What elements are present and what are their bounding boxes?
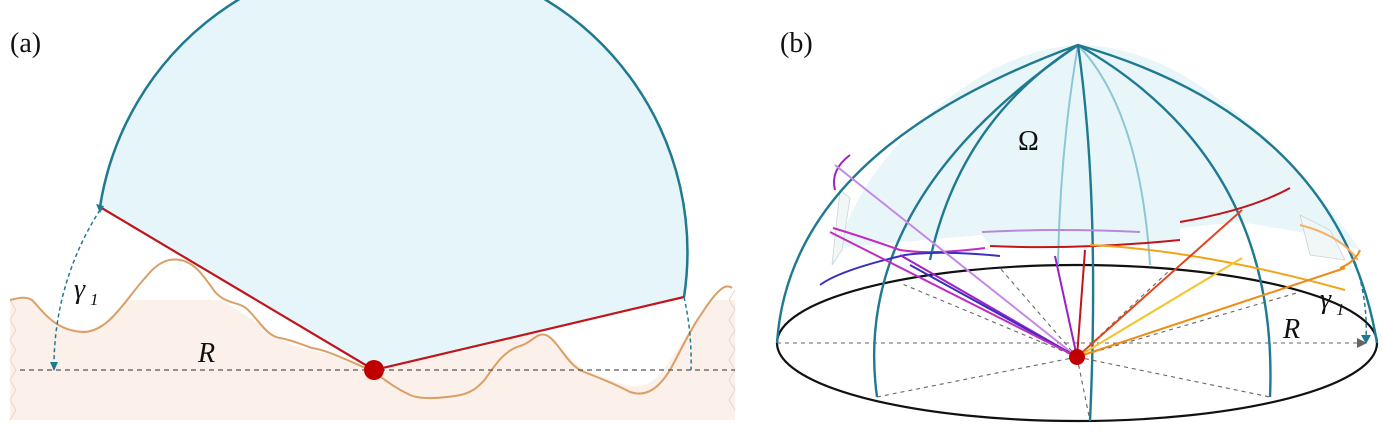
gamma-subscript-a: 1 xyxy=(90,290,99,309)
terrain-left-border xyxy=(9,299,17,421)
observer-point-b xyxy=(1069,349,1085,365)
omega-label: Ω xyxy=(1018,126,1039,157)
panel-a-label: (a) xyxy=(10,28,41,59)
gamma-arrowhead-b xyxy=(1361,335,1371,344)
radius-label-b: R xyxy=(1282,314,1300,345)
gamma-symbol-a: γ xyxy=(74,274,86,305)
gamma-arc-b xyxy=(1354,261,1368,341)
horizon-profile xyxy=(819,154,1361,291)
gamma-arc-left xyxy=(53,209,101,371)
gamma-symbol-b: γ xyxy=(1320,284,1332,315)
dome-meridians-back xyxy=(1057,44,1151,266)
horizon-rays xyxy=(829,164,1346,358)
sky-region xyxy=(100,0,688,370)
gamma-arrowhead-top xyxy=(96,204,104,213)
horizon-line-right xyxy=(373,295,685,372)
dome-sky-fill xyxy=(832,45,1360,265)
panel-b-label: (b) xyxy=(780,28,813,59)
dome-meridians-front xyxy=(775,43,1379,422)
gamma-arrowhead-bottom xyxy=(50,362,58,371)
dome-wall-left xyxy=(831,189,851,266)
terrain-profile xyxy=(9,258,733,400)
dome-wall-right xyxy=(1299,214,1346,261)
radius-label-a: R xyxy=(197,338,215,369)
horizon-line-left xyxy=(99,206,375,371)
panel-a: (a) γ 1 R xyxy=(9,0,736,421)
panel-b: (b) Ω γ 1 R xyxy=(775,28,1379,423)
terrain-right-border xyxy=(728,289,736,411)
gamma-arc-right xyxy=(683,296,692,371)
sky-arc xyxy=(98,0,689,298)
observer-point xyxy=(364,360,384,380)
gamma-subscript-b: 1 xyxy=(1336,300,1345,319)
radius-arrowhead xyxy=(1357,338,1367,348)
